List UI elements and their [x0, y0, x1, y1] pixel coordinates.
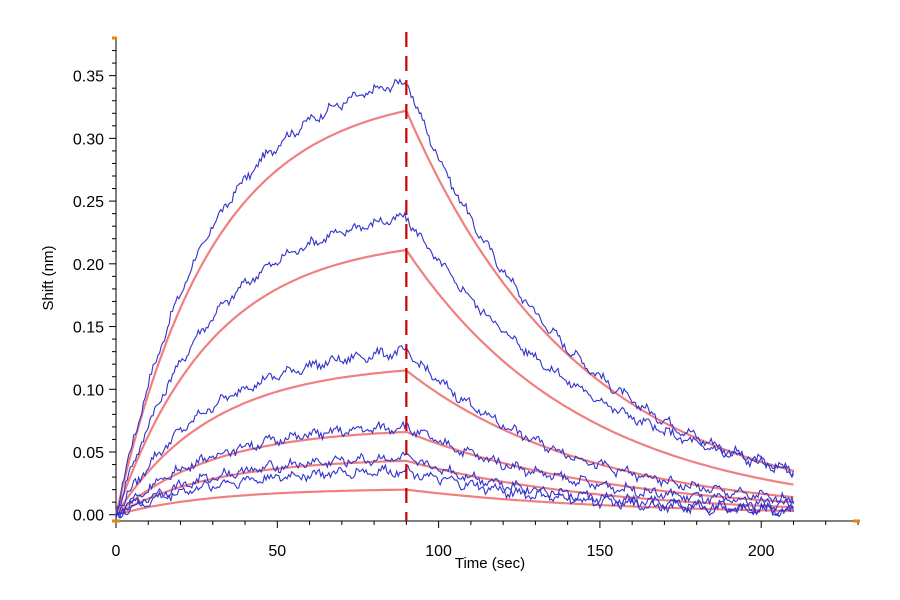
- x-tick-label: 200: [748, 543, 775, 560]
- measured-curve: [115, 345, 795, 518]
- fit-curve: [115, 488, 794, 516]
- x-axis-title: Time (sec): [455, 555, 525, 572]
- measured-curves: [115, 78, 795, 521]
- y-tick-label: 0.10: [73, 382, 104, 399]
- fit-curve: [114, 248, 794, 516]
- measured-curve: [115, 463, 794, 518]
- y-tick-label: 0.05: [73, 445, 104, 462]
- x-tick-label: 50: [268, 543, 286, 560]
- x-tick-label: 100: [425, 543, 452, 560]
- y-tick-label: 0.25: [73, 194, 104, 211]
- axes: 0 50 100 150 200 0.00 0.05 0.10 0.15 0.20 0.25 0.3…: [73, 36, 860, 560]
- y-tick-label: 0.30: [73, 131, 104, 148]
- fit-curve: [114, 109, 794, 515]
- x-ticks: 0 50 100 150 200: [112, 521, 859, 560]
- y-tick-label: 0.15: [73, 320, 104, 337]
- fit-curve: [115, 430, 794, 516]
- y-tick-label: 0.20: [73, 257, 104, 274]
- y-tick-label: 0.00: [73, 508, 104, 525]
- x-tick-label: 0: [112, 543, 121, 560]
- y-tick-label: 0.35: [73, 69, 104, 86]
- y-axis-title: Shift (nm): [40, 245, 57, 310]
- x-tick-label: 150: [587, 543, 614, 560]
- fit-curve: [115, 369, 794, 516]
- measured-curve: [115, 420, 794, 520]
- measured-curve: [115, 211, 795, 521]
- measured-curve: [115, 451, 795, 519]
- y-ticks: 0.00 0.05 0.10 0.15 0.20 0.25 0.30 0.35: [73, 50, 116, 525]
- measured-curve: [115, 78, 794, 515]
- axis-end-markers: [112, 36, 860, 523]
